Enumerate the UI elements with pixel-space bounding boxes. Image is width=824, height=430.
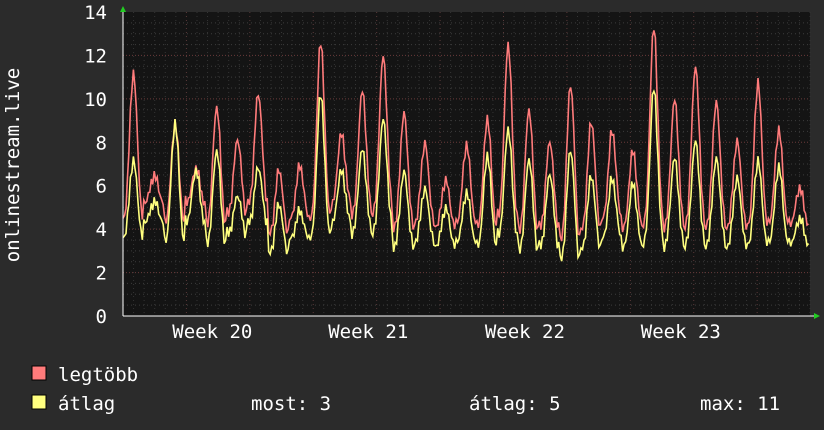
y-tick-label: 10 — [84, 89, 107, 111]
x-tick-label: Week 22 — [485, 321, 565, 343]
y-tick-label: 6 — [96, 176, 107, 198]
legend-swatch-atlag — [31, 394, 47, 410]
y-tick-label: 4 — [96, 219, 107, 241]
y-tick-label: 0 — [96, 306, 107, 328]
y-tick-labels: 0 2 4 6 8 10 12 14 — [84, 2, 107, 328]
y-axis-label: onlinestream.live — [2, 68, 24, 262]
y-tick-label: 12 — [84, 45, 107, 67]
stat-average: átlag: 5 — [469, 393, 561, 415]
x-tick-label: Week 23 — [641, 321, 721, 343]
x-axis-arrow — [814, 313, 820, 319]
y-tick-label: 14 — [84, 2, 107, 24]
x-tick-label: Week 20 — [172, 321, 252, 343]
x-tick-label: Week 21 — [328, 321, 408, 343]
y-axis-arrow — [120, 6, 126, 12]
axes — [120, 6, 820, 319]
series-layer — [122, 30, 810, 262]
y-tick-label: 2 — [96, 263, 107, 285]
legend-label-legtobb: legtöbb — [58, 364, 138, 386]
legend-swatch-legtobb — [31, 365, 47, 381]
x-tick-labels: Week 20 Week 21 Week 22 Week 23 — [172, 321, 721, 343]
series-line-legtobb — [122, 30, 809, 242]
y-tick-label: 8 — [96, 132, 107, 154]
legend-label-atlag: átlag — [58, 393, 115, 415]
stat-now: most: 3 — [251, 393, 331, 415]
stat-max: max: 11 — [700, 393, 780, 415]
plot-area — [123, 12, 810, 316]
series-line-atlag — [122, 89, 810, 262]
